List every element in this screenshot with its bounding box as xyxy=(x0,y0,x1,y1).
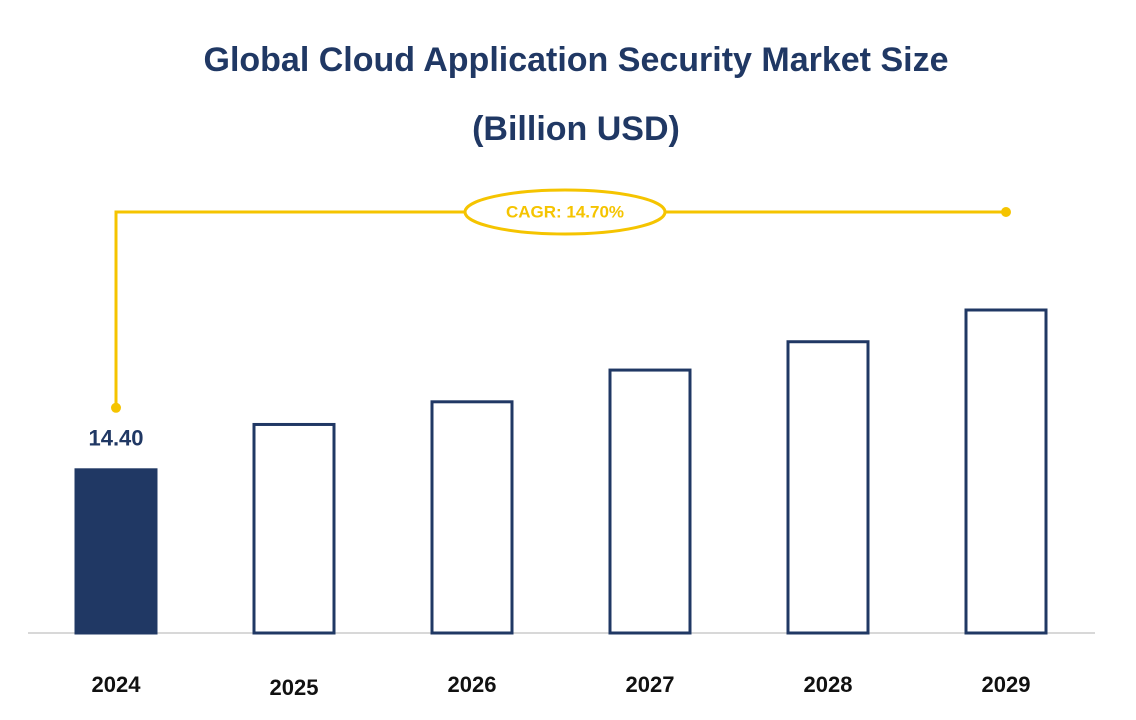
cagr-label: CAGR: 14.70% xyxy=(506,202,624,221)
bar xyxy=(608,368,692,635)
x-tick-label: 2024 xyxy=(92,672,142,697)
cagr-badge xyxy=(463,188,667,236)
chart-title: Global Cloud Application Security Market… xyxy=(204,41,949,79)
value-label: 14.40 xyxy=(88,426,143,451)
x-tick-label: 2029 xyxy=(982,672,1031,697)
chart-subtitle: (Billion USD) xyxy=(472,110,680,148)
cagr-dot xyxy=(111,402,121,413)
x-tick-label: 2027 xyxy=(626,672,675,697)
bar xyxy=(74,468,158,635)
bar xyxy=(964,308,1048,635)
bar xyxy=(786,340,870,635)
bar xyxy=(252,422,336,635)
x-tick-label: 2025 xyxy=(270,675,319,700)
x-tick-label: 2028 xyxy=(804,672,853,697)
x-tick-label: 2026 xyxy=(448,672,497,697)
cagr-line xyxy=(114,210,1006,408)
cagr-dot xyxy=(1001,207,1011,217)
bar xyxy=(430,400,514,635)
